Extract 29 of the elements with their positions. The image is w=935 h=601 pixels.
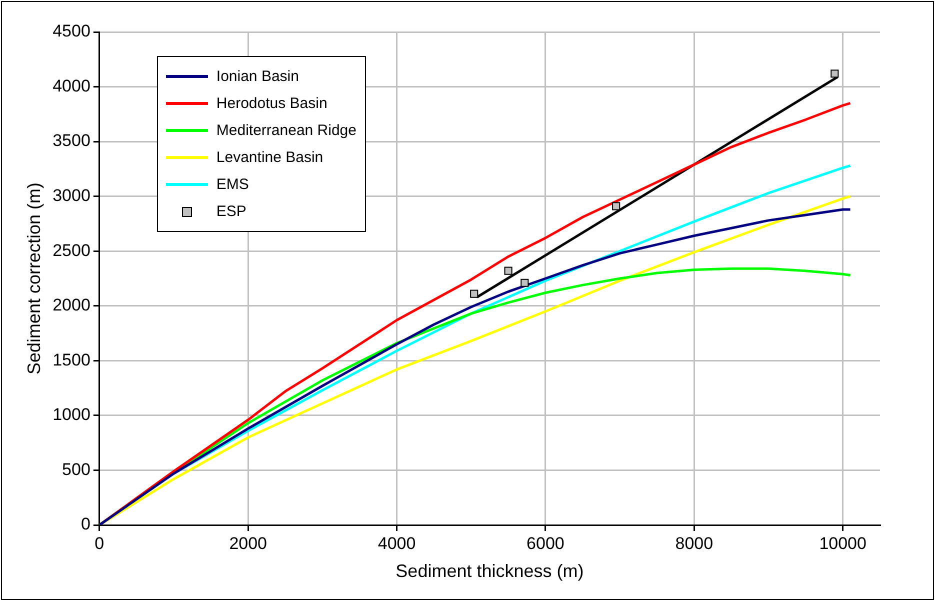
y-tick-label: 2000	[52, 296, 90, 315]
point	[520, 278, 529, 287]
x-axis-title: Sediment thickness (m)	[396, 561, 584, 582]
legend-label: Herodotus Basin	[216, 95, 328, 112]
x-tick-label: 4000	[378, 534, 416, 553]
y-tick-label: 0	[80, 514, 90, 534]
x-tick-label: 6000	[526, 534, 564, 553]
y-tick-label: 1500	[52, 350, 90, 370]
legend-label: Levantine Basin	[216, 149, 324, 166]
point	[470, 290, 478, 298]
y-axis-title: Sediment correction (m)	[24, 182, 44, 375]
x-tick-label: 2000	[229, 534, 268, 553]
x-tick-label: 10000	[819, 534, 866, 553]
point	[504, 266, 512, 275]
y-tick-label: 500	[62, 460, 90, 479]
y-tick-label: 2500	[52, 240, 90, 260]
legend-label: ESP	[216, 203, 246, 220]
legend-label: Ionian Basin	[216, 68, 299, 85]
y-tick-label: 1000	[52, 405, 90, 424]
x-tick-label: 0	[94, 534, 104, 553]
x-tick-label: 8000	[675, 534, 714, 553]
legend-label: Mediterranean Ridge	[216, 122, 356, 139]
point	[830, 70, 839, 78]
y-tick-label: 3000	[52, 186, 90, 206]
point	[612, 202, 620, 210]
legend-label: EMS	[216, 176, 249, 193]
y-tick-label: 4000	[52, 76, 90, 96]
y-tick-label: 3500	[52, 131, 90, 150]
y-tick-label: 4500	[52, 22, 90, 41]
